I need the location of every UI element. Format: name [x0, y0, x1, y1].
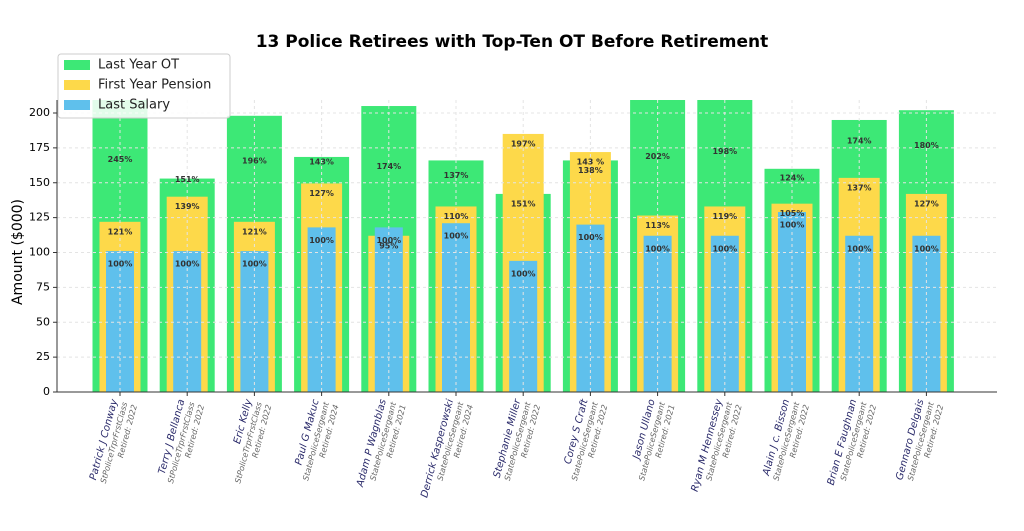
- percent-label: 100%: [780, 221, 805, 230]
- category-label: Stephanie MillerStatePoliceSergeantRetir…: [492, 397, 542, 481]
- bar: [710, 235, 739, 392]
- legend-swatch: [64, 100, 90, 110]
- percent-label: 127%: [309, 189, 334, 198]
- category-label: Patrick J ConwayStPoliceTrprFrstClassRet…: [88, 397, 139, 484]
- y-tick-label: 125: [29, 211, 50, 224]
- y-tick-label: 200: [29, 106, 50, 119]
- percent-label: 197%: [511, 139, 536, 148]
- percent-label: 121%: [108, 227, 133, 236]
- percent-label: 105%: [780, 209, 805, 218]
- percent-label: 137%: [847, 183, 872, 192]
- category-label: Brian E FaughnanStatePoliceSergeantRetir…: [826, 398, 878, 486]
- y-tick-label: 50: [36, 315, 50, 328]
- percent-label: 113%: [645, 221, 670, 230]
- category-label: Derrick KasperowskiStatePoliceSergeantRe…: [419, 398, 475, 499]
- percent-label: 119%: [712, 212, 737, 221]
- percent-label: 100%: [511, 269, 536, 278]
- y-tick-label: 0: [43, 385, 50, 398]
- percent-label: 110%: [444, 212, 469, 221]
- percent-label: 100%: [914, 244, 939, 253]
- category-label: Ryan M HennesseyStatePoliceSergeantRetir…: [690, 397, 744, 493]
- percent-label: 100%: [712, 244, 737, 253]
- legend-box: [57, 53, 231, 119]
- bar: [643, 235, 672, 392]
- legend-swatch: [64, 60, 90, 70]
- percent-label: 139%: [175, 202, 200, 211]
- category-label: Jason UllanoStatePoliceSergeantRetired: …: [631, 398, 677, 482]
- y-tick-label: 75: [36, 280, 50, 293]
- y-tick-label: 150: [29, 176, 50, 189]
- percent-label: 198%: [712, 147, 737, 156]
- percent-label: 151%: [511, 199, 536, 208]
- chart-title: 13 Police Retirees with Top-Ten OT Befor…: [256, 32, 769, 52]
- percent-label: 180%: [914, 141, 939, 150]
- percent-label: 138%: [578, 166, 603, 175]
- y-tick-label: 25: [36, 350, 50, 363]
- percent-label: 121%: [242, 227, 267, 236]
- percent-label: 151%: [175, 175, 200, 184]
- legend-swatch: [64, 80, 90, 90]
- percent-label: 100%: [645, 244, 670, 253]
- legend-label: First Year Pension: [98, 78, 211, 93]
- percent-label: 100%: [242, 260, 267, 269]
- percent-label: 100%: [309, 236, 334, 245]
- percent-label: 174%: [376, 162, 401, 171]
- percent-label: 143 %: [577, 158, 605, 167]
- category-label: Eric KellyStPoliceTrprFrstClassRetired: …: [232, 397, 273, 484]
- y-axis-label: Amount ($000): [10, 199, 26, 305]
- percent-label: 124%: [780, 174, 805, 183]
- percent-label: 174%: [847, 136, 872, 145]
- percent-label: 137%: [444, 171, 469, 180]
- percent-label: 95%: [379, 241, 398, 250]
- percent-label: 143%: [309, 158, 334, 167]
- percent-label: 100%: [444, 232, 469, 241]
- percent-label: 100%: [376, 236, 401, 245]
- percent-label: 100%: [847, 244, 872, 253]
- percent-label: 196%: [242, 156, 267, 165]
- percent-label: 127%: [914, 199, 939, 208]
- category-label: Alain J c. BissonStatePoliceSergeantReti…: [761, 398, 811, 482]
- bar: [845, 235, 874, 392]
- bar: [912, 235, 941, 392]
- percent-label: 245%: [108, 155, 133, 164]
- bar: [778, 212, 806, 392]
- category-label: Corey S CraftStatePoliceSergeantRetired:…: [563, 397, 610, 482]
- percent-label: 100%: [175, 260, 200, 269]
- legend-label: Last Year OT: [98, 58, 179, 73]
- category-label: Terry J BellancaStPoliceTrprFrstClassRet…: [157, 398, 206, 484]
- y-tick-label: 175: [29, 141, 50, 154]
- percent-label: 100%: [578, 233, 603, 242]
- category-label: Gennaro DelgaisStatePoliceSergeantRetire…: [894, 398, 945, 482]
- y-tick-label: 100: [29, 246, 50, 259]
- category-label: Paul G MakucStatePoliceSergeantRetired: …: [294, 398, 341, 482]
- legend-label: Last Salary: [98, 98, 170, 113]
- percent-label: 202%: [645, 152, 670, 161]
- category-label: Adam P WagnblasStatePoliceSergeantRetire…: [355, 398, 408, 489]
- percent-label: 100%: [108, 260, 133, 269]
